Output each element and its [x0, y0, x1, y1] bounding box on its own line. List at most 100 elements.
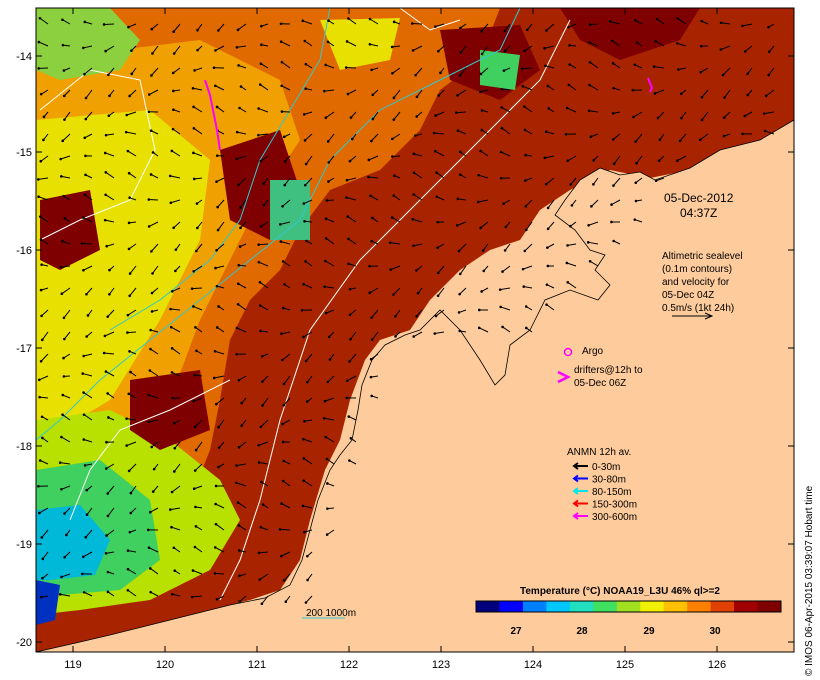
velocity-arrow-head	[283, 183, 287, 187]
velocity-arrow-head	[61, 393, 65, 397]
velocity-arrow-head	[192, 127, 196, 130]
velocity-arrow-head	[436, 271, 440, 275]
velocity-arrow-head	[389, 268, 393, 271]
velocity-arrow	[83, 414, 93, 421]
velocity-arrow-head	[326, 140, 330, 143]
velocity-arrow	[324, 89, 335, 92]
velocity-arrow-head	[215, 180, 218, 183]
velocity-arrow	[62, 133, 71, 142]
velocity-arrow-head	[194, 505, 197, 509]
velocity-arrow	[105, 551, 115, 554]
velocity-arrow-head	[85, 335, 88, 338]
velocity-arrow-head	[238, 245, 242, 248]
velocity-arrow-head	[212, 376, 216, 380]
velocity-arrow	[238, 441, 247, 448]
velocity-arrow-head	[237, 378, 241, 382]
velocity-arrow	[150, 568, 159, 575]
velocity-arrow	[258, 133, 269, 136]
velocity-arrow-head	[235, 326, 239, 330]
velocity-arrow	[412, 45, 423, 51]
velocity-arrow-head	[569, 224, 572, 228]
velocity-arrow-head	[84, 535, 88, 539]
velocity-arrow	[151, 67, 159, 76]
velocity-arrow	[83, 217, 93, 223]
velocity-arrow-head	[39, 159, 43, 163]
velocity-arrow-head	[546, 84, 550, 88]
velocity-arrow-head	[658, 138, 662, 141]
velocity-arrow	[482, 243, 489, 251]
velocity-arrow	[63, 89, 71, 97]
velocity-arrow	[303, 457, 313, 465]
velocity-arrow-head	[239, 85, 243, 88]
velocity-arrow-head	[215, 597, 219, 601]
velocity-arrow-head	[38, 511, 41, 515]
map-frame	[35, 7, 795, 653]
velocity-arrow-head	[235, 481, 238, 485]
velocity-arrow-head	[347, 237, 350, 241]
velocity-arrow-head	[523, 179, 527, 182]
velocity-arrow-head	[59, 593, 62, 596]
velocity-arrow-head	[480, 290, 483, 293]
velocity-arrow	[347, 216, 357, 223]
velocity-arrow	[282, 353, 291, 361]
velocity-arrow	[524, 243, 533, 252]
velocity-arrow-head	[196, 28, 199, 32]
depth-legend-arrow-head	[572, 487, 579, 495]
velocity-arrow	[346, 177, 357, 181]
velocity-arrow-head	[83, 136, 87, 140]
velocity-arrow-head	[368, 42, 372, 46]
velocity-arrow	[369, 287, 379, 294]
velocity-arrow-head	[632, 115, 635, 119]
velocity-arrow	[107, 309, 115, 317]
velocity-arrow	[172, 593, 181, 597]
velocity-arrow	[40, 89, 49, 95]
velocity-arrow-head	[63, 217, 67, 220]
velocity-arrow	[416, 309, 423, 317]
velocity-arrow-head	[128, 530, 132, 534]
velocity-arrow-head	[62, 94, 66, 98]
velocity-arrow-head	[82, 438, 86, 441]
velocity-arrow-head	[545, 283, 549, 286]
velocity-arrow-head	[38, 459, 42, 462]
velocity-arrow-head	[435, 171, 438, 174]
velocity-arrow-head	[150, 291, 154, 295]
velocity-arrow-head	[543, 47, 546, 50]
velocity-arrow-head	[258, 578, 262, 581]
velocity-arrow-head	[435, 195, 439, 199]
velocity-arrow-head	[40, 263, 43, 266]
velocity-arrow	[370, 353, 379, 360]
colorbar-swatch	[616, 601, 641, 612]
velocity-arrow-head	[634, 19, 637, 22]
velocity-arrow-head	[588, 259, 592, 263]
velocity-arrow-head	[280, 110, 284, 113]
velocity-arrow-head	[104, 370, 108, 373]
velocity-arrow	[393, 111, 401, 120]
velocity-arrow	[214, 350, 225, 355]
velocity-arrow-head	[41, 557, 45, 561]
velocity-arrow-head	[260, 480, 263, 484]
velocity-arrow	[192, 287, 203, 290]
velocity-arrow	[478, 174, 489, 179]
altimetry-note: Altimetric sealevel (0.1m contours) and …	[662, 251, 743, 320]
velocity-arrow-head	[240, 424, 243, 427]
velocity-arrow	[635, 177, 643, 184]
velocity-arrow	[460, 45, 467, 53]
velocity-arrow-head	[477, 173, 480, 177]
velocity-arrow	[570, 177, 577, 185]
velocity-arrow	[129, 265, 137, 274]
velocity-arrow	[82, 373, 93, 377]
velocity-arrow-head	[633, 218, 637, 221]
velocity-arrow-head	[240, 401, 244, 405]
velocity-arrow-head	[147, 420, 151, 424]
velocity-arrow-head	[324, 63, 328, 67]
velocity-arrow	[260, 155, 269, 162]
velocity-arrow-head	[237, 549, 241, 552]
velocity-arrow	[170, 507, 181, 511]
date-label: 05-Dec-2012	[664, 191, 734, 205]
velocity-arrow-head	[193, 425, 197, 429]
velocity-arrow-head	[151, 52, 154, 55]
velocity-arrow-head	[37, 378, 41, 382]
velocity-arrow-head	[391, 137, 394, 141]
velocity-arrow	[568, 23, 577, 28]
